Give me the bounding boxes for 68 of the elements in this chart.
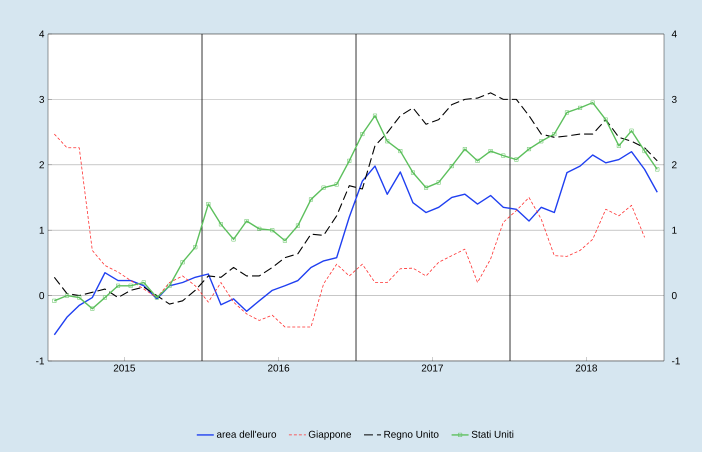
point (206, 202, 210, 206)
y-tick-label: 4 (39, 30, 44, 38)
point (462, 147, 467, 152)
x-tick-label: 2015 (114, 364, 136, 372)
point (410, 170, 416, 175)
point (616, 144, 621, 148)
point (308, 197, 314, 202)
point (360, 132, 364, 136)
legend-label: area dell'euro (216, 430, 276, 438)
x-tick-label: 2017 (422, 364, 443, 372)
legend-label: Regno Unito (384, 430, 439, 440)
y2-tick-label: 4 (672, 30, 677, 38)
point (501, 154, 506, 158)
point (347, 158, 352, 163)
point (450, 164, 454, 168)
y-tick-label: 1 (40, 226, 44, 234)
point (128, 284, 133, 288)
point (193, 245, 198, 250)
y2-tick-label: -1 (672, 358, 680, 364)
point (232, 237, 236, 242)
point (590, 100, 595, 105)
point (552, 132, 556, 136)
point (629, 128, 634, 133)
point (282, 238, 287, 243)
point (154, 296, 159, 300)
y-tick-label: 0 (39, 292, 44, 300)
point (180, 260, 185, 264)
point (475, 158, 480, 163)
y2-tick-label: 2 (672, 161, 677, 168)
point (244, 218, 249, 224)
point (385, 139, 390, 144)
point (514, 158, 518, 162)
point (167, 284, 172, 288)
point (578, 106, 582, 110)
point (218, 222, 223, 226)
point (257, 226, 262, 231)
y-tick-label: -1 (36, 358, 44, 364)
x-tick-label: 2018 (576, 364, 598, 372)
point (102, 296, 108, 300)
point (488, 149, 493, 154)
point (322, 186, 326, 190)
point (642, 149, 647, 154)
point (564, 110, 570, 115)
point (116, 284, 120, 288)
point (372, 114, 378, 118)
point (539, 139, 544, 144)
legend-label: Giappone (308, 430, 352, 440)
point (64, 294, 70, 298)
y-tick-label: 3 (39, 96, 44, 103)
point (604, 118, 608, 122)
legend-label: Stati Uniti (472, 430, 514, 438)
y2-tick-label: 3 (672, 96, 677, 103)
point (398, 149, 402, 154)
y2-tick-label: 0 (672, 292, 677, 300)
point (334, 182, 339, 186)
point (436, 180, 441, 184)
point (655, 167, 660, 172)
point (526, 147, 532, 152)
y2-tick-label: 1 (672, 226, 677, 234)
point (270, 228, 274, 232)
point (52, 298, 56, 303)
x-tick-label: 2016 (268, 364, 290, 372)
point (77, 296, 82, 300)
point (90, 306, 94, 311)
point (142, 280, 146, 285)
point (424, 186, 428, 190)
point (296, 224, 300, 228)
y-tick-label: 2 (39, 161, 44, 168)
